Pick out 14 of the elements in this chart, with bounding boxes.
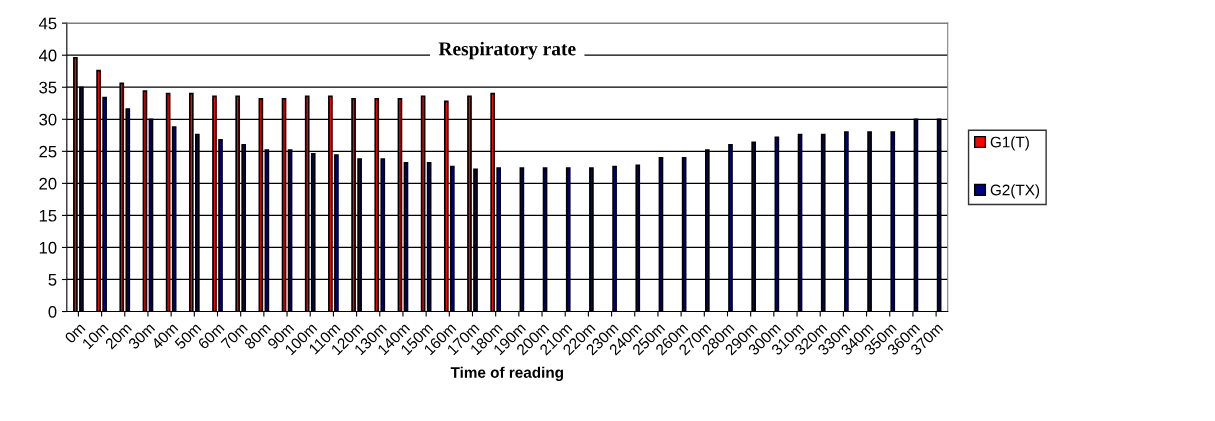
y-tick-label: 30: [39, 113, 57, 126]
y-tick-label: 15: [39, 209, 57, 222]
y-tick-label: 0: [48, 305, 57, 318]
y-tick-label: 45: [38, 17, 57, 30]
y-tick-label: 20: [39, 177, 57, 190]
text: Respiratory rate: [438, 41, 576, 60]
y-tick-label: 10: [39, 241, 57, 254]
legend-label: G1(T): [990, 136, 1029, 151]
y-tick-label: 5: [48, 274, 57, 286]
legend-label: G2(TX): [990, 184, 1040, 199]
y-tick-label: 35: [39, 81, 57, 94]
y-tick-label: 40: [38, 49, 57, 62]
x-axis-title: Time of reading: [450, 366, 563, 381]
y-tick-label: 25: [39, 145, 57, 158]
